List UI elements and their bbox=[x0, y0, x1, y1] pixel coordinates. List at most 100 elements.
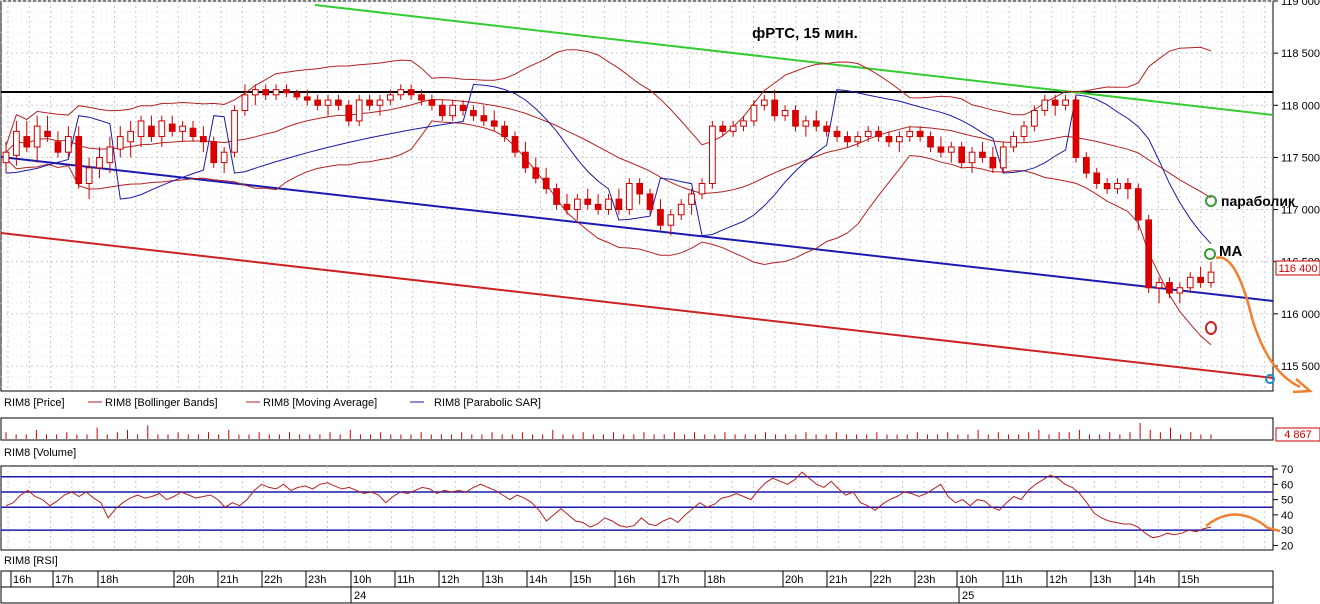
candle-body bbox=[1124, 182, 1132, 190]
candle-body bbox=[709, 125, 716, 184]
time-label: 15h bbox=[573, 574, 591, 586]
y-tick-label: 117 500 bbox=[1281, 152, 1320, 164]
candle-body bbox=[137, 120, 145, 138]
time-label: 18h bbox=[707, 574, 725, 586]
candle-body bbox=[875, 130, 882, 138]
candle-body bbox=[1155, 282, 1163, 289]
time-label: 22h bbox=[873, 574, 891, 586]
candle-body bbox=[220, 151, 228, 164]
candle-body bbox=[1103, 182, 1111, 190]
time-label: 15h bbox=[1181, 574, 1199, 586]
candle-body bbox=[490, 120, 498, 127]
candle-body bbox=[823, 125, 831, 132]
candle-body bbox=[96, 156, 103, 169]
time-label: 16h bbox=[13, 574, 31, 586]
candle-body bbox=[646, 193, 654, 211]
candle-body bbox=[989, 156, 997, 169]
candle-body bbox=[625, 182, 633, 211]
candle-body bbox=[542, 177, 550, 190]
middle-channel-line bbox=[0, 156, 1274, 302]
candle-body bbox=[1166, 282, 1173, 294]
candle-body bbox=[532, 167, 540, 179]
time-label: 11h bbox=[1005, 574, 1023, 586]
candle-body bbox=[854, 136, 862, 143]
candle-body bbox=[553, 188, 560, 205]
candle-body bbox=[1072, 99, 1080, 158]
parabolic-marker bbox=[1205, 195, 1217, 207]
y-tick-label: 117 000 bbox=[1281, 205, 1320, 217]
candle-body bbox=[1062, 99, 1069, 106]
y-tick-label: 118 500 bbox=[1281, 48, 1320, 60]
candle-body bbox=[1134, 188, 1142, 221]
candle-body bbox=[1020, 125, 1028, 138]
candle-body bbox=[106, 146, 114, 164]
candle-body bbox=[1010, 136, 1017, 148]
rsi-y-tick-label: 50 bbox=[1281, 495, 1293, 507]
candle-body bbox=[792, 109, 799, 127]
candle-body bbox=[615, 198, 623, 211]
time-label: 18h bbox=[100, 574, 118, 586]
bollinger-lower-band bbox=[5, 120, 1212, 346]
candle-body bbox=[605, 198, 612, 211]
candle-body bbox=[407, 89, 415, 96]
ma-marker bbox=[1204, 248, 1216, 260]
channel-end-marker bbox=[1265, 374, 1275, 384]
legend-parabolic-sar: RIM8 [Parabolic SAR] bbox=[434, 397, 541, 409]
candle-body bbox=[740, 120, 747, 127]
candle-body bbox=[760, 99, 768, 106]
candle-body bbox=[438, 104, 446, 117]
candle-body bbox=[355, 99, 363, 122]
candle-body bbox=[1197, 276, 1204, 284]
parabolic-sar-line bbox=[5, 83, 1212, 245]
candle-body bbox=[324, 99, 332, 106]
candle-body bbox=[85, 167, 93, 184]
y-tick-label: 119 000 bbox=[1281, 0, 1320, 8]
candle-body bbox=[916, 130, 924, 138]
candle-body bbox=[688, 193, 695, 205]
candle-body bbox=[449, 104, 457, 117]
bollinger-upper-band bbox=[5, 46, 1212, 147]
candle-body bbox=[636, 182, 644, 195]
candle-body bbox=[771, 99, 779, 117]
candle-body bbox=[345, 104, 353, 122]
candle-body bbox=[179, 125, 186, 132]
candle-body bbox=[781, 109, 789, 117]
y-tick-label: 118 000 bbox=[1281, 100, 1320, 112]
legend-price: RIM8 [Price] bbox=[4, 397, 65, 409]
time-label: 14h bbox=[529, 574, 547, 586]
candle-body bbox=[947, 146, 955, 153]
candle-body bbox=[116, 136, 124, 150]
candle-body bbox=[594, 203, 602, 211]
candle-body bbox=[366, 99, 373, 106]
rsi-y-tick-label: 70 bbox=[1281, 464, 1293, 476]
candle-body bbox=[584, 198, 592, 205]
candle-body bbox=[927, 136, 934, 148]
last-volume-box bbox=[1275, 427, 1320, 442]
legend: RIM8 [Price] RIM8 [Bollinger Bands] RIM8… bbox=[4, 397, 541, 409]
time-label: 17h bbox=[55, 574, 73, 586]
time-label: 11h bbox=[397, 574, 415, 586]
candle-body bbox=[44, 130, 51, 138]
candle-body bbox=[210, 141, 218, 164]
last-volume-label: 4 867 bbox=[1284, 429, 1312, 441]
candle-body bbox=[885, 136, 893, 143]
candle-body bbox=[750, 104, 758, 122]
candle-body bbox=[958, 146, 966, 164]
candle-body bbox=[127, 130, 135, 143]
candle-body bbox=[262, 89, 270, 96]
time-axis: 16h 17h 18h 20h 21h 22h 23h 10h 11h 12h 13h 14h 15h 1… bbox=[0, 570, 1274, 604]
candle-body bbox=[844, 136, 851, 143]
time-label: 13h bbox=[485, 574, 503, 586]
candle-body bbox=[937, 146, 945, 153]
candle-body bbox=[1031, 109, 1038, 127]
time-label: 16h bbox=[617, 574, 635, 586]
parabolic-annotation: параболик bbox=[1221, 193, 1296, 209]
candle-body bbox=[158, 120, 166, 138]
candle-body bbox=[33, 125, 41, 148]
candle-body bbox=[906, 130, 914, 138]
day-label: 25 bbox=[962, 590, 974, 602]
candle-body bbox=[335, 99, 342, 106]
rsi-y-tick-label: 20 bbox=[1281, 540, 1293, 552]
time-label: 12h bbox=[1049, 574, 1067, 586]
